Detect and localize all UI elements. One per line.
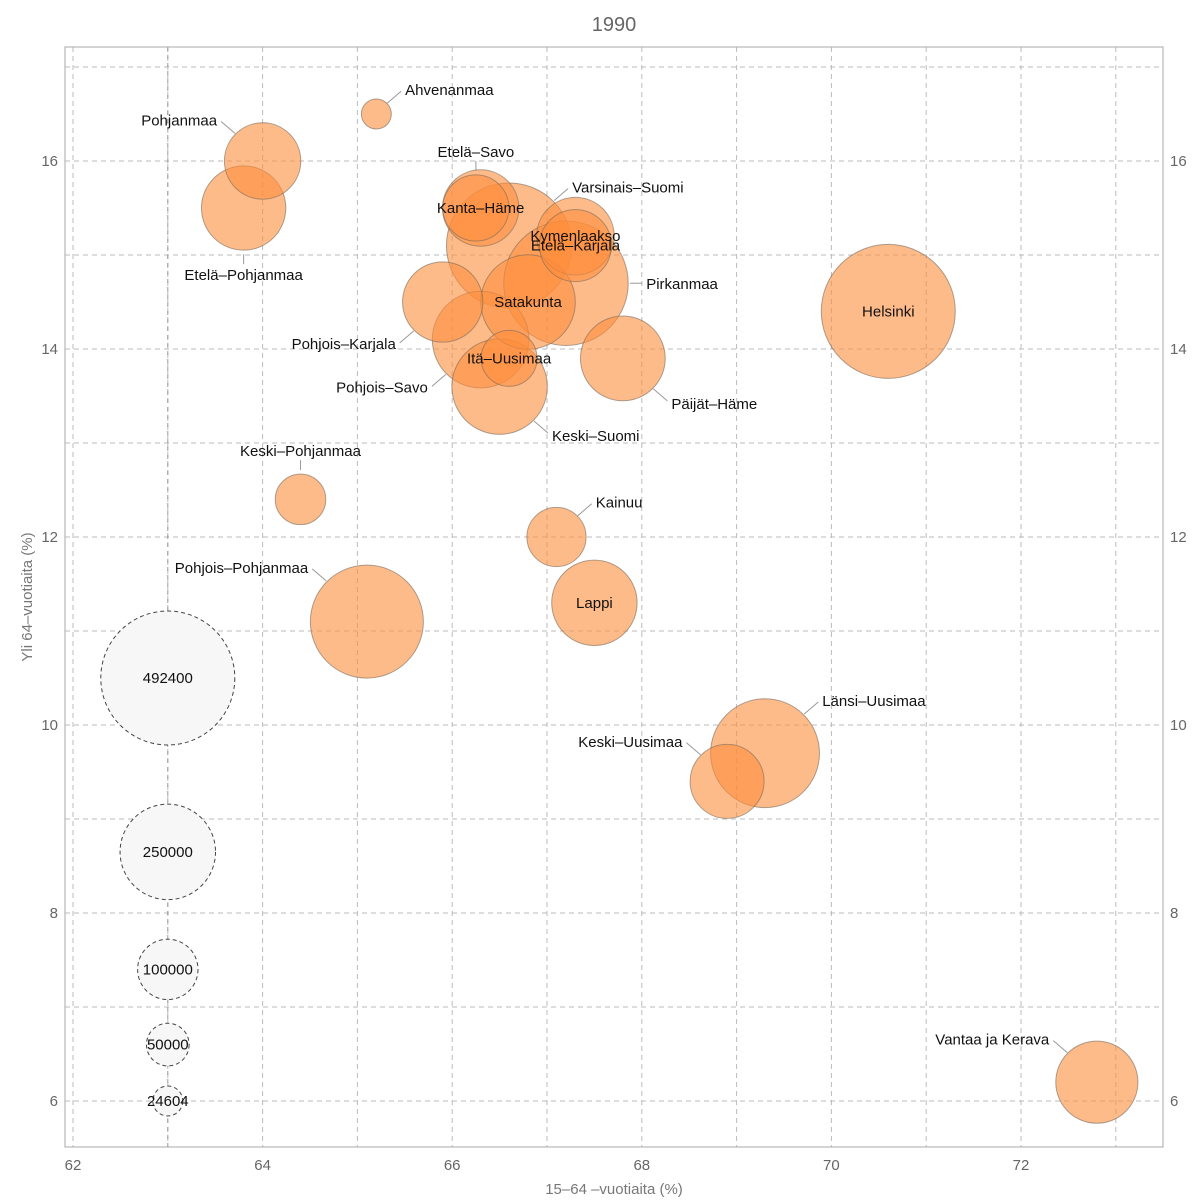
bubble-label: Etelä–Savo: [438, 144, 515, 161]
legend-circle: [152, 1085, 184, 1117]
bubble: [360, 98, 392, 130]
legend-label: 492400: [143, 670, 193, 687]
bubble: [223, 122, 302, 200]
bubble: [551, 559, 638, 647]
label-leader: [803, 701, 819, 715]
y-tick-label: 12: [41, 529, 58, 546]
y-tick-label: 14: [41, 341, 58, 358]
y-tick-label-right: 12: [1170, 529, 1187, 546]
y-tick-label-right: 8: [1170, 905, 1178, 922]
bubble-label: Päijät–Häme: [671, 396, 757, 413]
x-tick-label: 72: [1013, 1157, 1030, 1174]
x-tick-label: 64: [254, 1157, 271, 1174]
legend-label: 24604: [147, 1093, 189, 1110]
bubble-label: Kymenlaakso: [530, 228, 620, 245]
bubble: [274, 473, 327, 526]
bubble: [402, 261, 484, 343]
bubble: [526, 506, 587, 568]
bubble: [538, 209, 612, 283]
bubble: [579, 315, 666, 402]
bubble: [1055, 1040, 1139, 1124]
y-axis-label: Yli 64–vuotiaita (%): [19, 532, 36, 661]
y-tick-label: 16: [41, 153, 58, 170]
y-axis-left: 6 8 10 12 14 16: [41, 153, 58, 1110]
bubble-label: Keski–Pohjanmaa: [240, 443, 362, 460]
y-axis-right: 6 8 10 12 14 16: [1170, 153, 1187, 1110]
bubble-label: Pohjanmaa: [141, 113, 218, 130]
bubble-label: Pirkanmaa: [646, 276, 718, 293]
bubble-label: Varsinais–Suomi: [572, 180, 683, 197]
legend-circle: [145, 1022, 190, 1067]
legend-circle: [100, 610, 236, 746]
legend-label: 250000: [143, 844, 193, 861]
bubble-label: Keski–Uusimaa: [578, 734, 683, 751]
legend-circle: [137, 938, 199, 1001]
label-leader: [386, 90, 402, 104]
label-leader: [533, 420, 549, 434]
x-tick-label: 66: [444, 1157, 461, 1174]
label-leader: [686, 742, 701, 756]
y-tick-label: 10: [41, 717, 58, 734]
bubble-label: Keski–Suomi: [552, 428, 640, 445]
bubble: [480, 329, 538, 387]
bubble-label: Etelä–Karjala: [531, 238, 621, 255]
plot-frame: [64, 46, 1164, 1148]
bubble: [689, 743, 765, 819]
label-leader: [1052, 1040, 1068, 1054]
size-legend: 492400 250000 100000 50000 24604: [100, 47, 236, 1147]
label-leader: [553, 188, 569, 201]
bubble-label: Länsi–Uusimaa: [822, 693, 926, 710]
bubble-label: Vantaa ja Kerava: [935, 1032, 1050, 1049]
label-leader: [311, 568, 327, 582]
y-tick-label-right: 6: [1170, 1093, 1178, 1110]
legend-label: 100000: [143, 961, 193, 978]
y-tick-label: 6: [50, 1093, 58, 1110]
bubble-label: Ahvenanmaa: [405, 82, 494, 99]
x-tick-label: 62: [65, 1157, 82, 1174]
bubble-label: Etelä–Pohjanmaa: [184, 267, 303, 284]
label-leader: [577, 503, 593, 517]
label-leader: [431, 374, 447, 387]
label-leader: [399, 330, 415, 344]
bubble-label: Pohjois–Karjala: [292, 336, 397, 353]
label-leader: [653, 388, 668, 402]
x-tick-label: 70: [823, 1157, 840, 1174]
bubble-label: Lappi: [576, 595, 613, 612]
bubble-label: Pohjois–Savo: [336, 379, 428, 396]
bubble-label: Helsinki: [862, 303, 915, 320]
y-tick-label-right: 10: [1170, 717, 1187, 734]
bubble-labels: Ahvenanmaa Pohjanmaa Etelä–Pohjanmaa Etelä–…: [141, 82, 1068, 1054]
bubble-label: Kainuu: [596, 495, 643, 512]
bubble-label: Satakunta: [494, 294, 562, 311]
label-leader: [220, 121, 236, 134]
chart-title: 1990: [592, 14, 637, 36]
bubbles: [200, 98, 1139, 1124]
bubble-label: Pohjois–Pohjanmaa: [175, 560, 309, 577]
bubble: [442, 174, 510, 242]
x-axis: 62 64 66 68 70 72: [65, 1157, 1030, 1174]
legend-label: 50000: [147, 1037, 189, 1054]
y-tick-label-right: 14: [1170, 341, 1187, 358]
y-tick-label-right: 16: [1170, 153, 1187, 170]
bubble-label: Kanta–Häme: [437, 200, 525, 217]
bubble: [309, 564, 424, 679]
x-axis-label: 15–64 –vuotiaita (%): [545, 1181, 683, 1198]
bubble-label: Itä–Uusimaa: [467, 350, 552, 367]
y-tick-label: 8: [50, 905, 58, 922]
bubble: [820, 243, 956, 379]
x-tick-label: 68: [633, 1157, 650, 1174]
legend-circle: [119, 803, 217, 901]
